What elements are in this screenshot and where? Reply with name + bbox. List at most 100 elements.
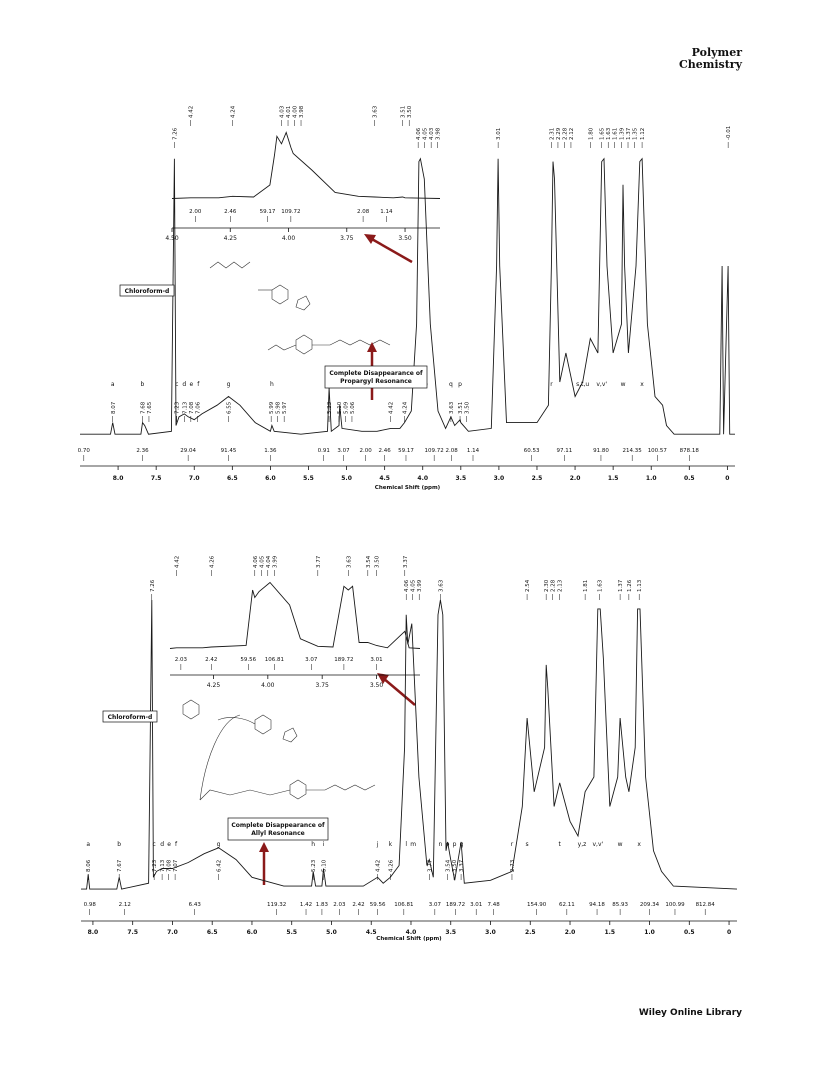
integral-label: 62.11	[559, 902, 575, 908]
peak-label: 7.08	[167, 859, 173, 872]
x-tick-label: 3.0	[494, 475, 505, 482]
integral-label: 106.81	[265, 657, 284, 663]
peak-label: 4.04	[266, 555, 272, 568]
spectrum-line	[171, 131, 441, 199]
peak-label: 5.09	[343, 401, 349, 414]
peak-label: 3.54	[446, 859, 452, 872]
assignment-label: x	[640, 381, 644, 388]
peak-label: 4.24	[402, 401, 408, 414]
integral-label: 3.01	[470, 902, 482, 908]
integral-label: 3.07	[337, 448, 350, 454]
integral-label: 59.56	[370, 902, 386, 908]
integral-label: 109.72	[425, 448, 444, 454]
arrow	[382, 677, 416, 706]
peak-label: 4.26	[209, 555, 215, 568]
x-tick-label: 4.5	[379, 475, 390, 482]
journal-name: Polymer	[692, 46, 743, 59]
peak-label: 7.26	[172, 127, 178, 140]
peak-label: -0.01	[726, 126, 732, 140]
integral-label: 878.18	[680, 448, 700, 454]
assignment-label: n	[439, 841, 443, 848]
structure-bond	[199, 789, 291, 801]
x-tick-label: 1.5	[608, 475, 619, 482]
peak-label: 3.99	[417, 579, 423, 592]
arrow-head	[377, 673, 389, 684]
peak-label: 5.98	[276, 401, 282, 414]
peak-label: 5.23	[311, 859, 317, 872]
integral-label: 214.35	[623, 448, 643, 454]
x-tick-label: 4.0	[406, 929, 417, 936]
note-text: Complete Disappearance of	[329, 370, 423, 377]
structure-bond	[217, 717, 256, 725]
assignment-label: v,v'	[596, 381, 607, 388]
integral-label: 119.32	[267, 902, 286, 908]
peak-label: 3.99	[272, 555, 278, 568]
peak-label: 1.63	[597, 579, 603, 592]
peak-label: 3.63	[449, 401, 455, 414]
peak-label: 6.55	[227, 401, 233, 414]
assignment-label: q	[449, 381, 453, 388]
x-axis-title: Chemical Shift (ppm)	[375, 485, 441, 491]
peak-label: 1.80	[588, 127, 594, 140]
structure-ring	[282, 727, 298, 743]
integral-label: 189.72	[334, 657, 353, 663]
peak-label: 7.26	[150, 579, 156, 592]
x-tick-label: 4.0	[417, 475, 428, 482]
peak-label: 4.06	[416, 127, 422, 140]
x-tick-label: 7.5	[151, 475, 162, 482]
solvent-box	[119, 284, 175, 297]
x-tick-label: 2.5	[532, 475, 543, 482]
peak-label: 1.35	[633, 127, 639, 140]
peak-label: 3.51	[401, 106, 407, 118]
x-axis-title: Chemical Shift (ppm)	[376, 936, 442, 942]
assignment-label: r	[511, 841, 514, 848]
arrow	[369, 236, 413, 264]
x-tick-label: 3.0	[485, 929, 496, 936]
x-tick-label: 3.75	[315, 682, 329, 689]
integral-label: 91.45	[221, 448, 237, 454]
integral-label: 154.90	[527, 902, 547, 908]
assignment-label: c	[175, 381, 178, 388]
structure	[182, 261, 391, 801]
integral-label: 2.36	[136, 448, 149, 454]
peak-label: 1.37	[618, 579, 624, 592]
peak-label: 1.39	[620, 127, 626, 140]
x-tick-label: 6.5	[227, 475, 238, 482]
x-tick-label: 1.5	[604, 929, 615, 936]
assignment-label: j	[376, 841, 379, 848]
integral-label: 1.14	[467, 448, 480, 454]
spectrum-line	[81, 599, 738, 890]
peak-label: 3.37	[403, 555, 409, 568]
integral-label: 106.81	[394, 902, 413, 908]
peak-label: 2.73	[510, 859, 516, 872]
integral-label: 85.93	[612, 902, 628, 908]
peak-label: 7.13	[182, 401, 188, 414]
peak-label: 3.50	[452, 859, 458, 872]
peak-label: 4.42	[389, 402, 395, 414]
peak-label: 2.54	[525, 579, 531, 592]
solvent-label: Chloroform-d	[108, 714, 153, 721]
x-tick-label: 0	[727, 929, 731, 936]
peak-label: 2.13	[558, 579, 564, 592]
integral-label: 2.03	[175, 657, 188, 663]
peak-label: 1.61	[613, 128, 619, 140]
peak-label: 3.51	[458, 402, 464, 414]
assignment-label: b	[117, 841, 121, 848]
integral-label: 0.98	[84, 902, 97, 908]
peak-label: 7.06	[195, 401, 201, 414]
x-tick-label: 2.0	[565, 929, 576, 936]
integral-label: 1.42	[300, 902, 312, 908]
peak-label: 4.24	[231, 105, 237, 118]
assignment-label: k	[389, 841, 393, 848]
peak-label: 1.65	[600, 127, 606, 140]
structure-ring	[271, 284, 289, 305]
integral-label: 109.72	[281, 209, 300, 215]
assignment-label: a	[111, 381, 115, 388]
integral-label: 2.46	[224, 209, 237, 215]
peak-label: 2.29	[556, 127, 562, 140]
footer: Wiley Online Library	[639, 1008, 742, 1018]
peak-label: 7.65	[147, 401, 153, 414]
arrows	[259, 234, 416, 885]
assignment-label: g	[217, 841, 221, 848]
x-tick-label: 4.00	[261, 682, 275, 689]
